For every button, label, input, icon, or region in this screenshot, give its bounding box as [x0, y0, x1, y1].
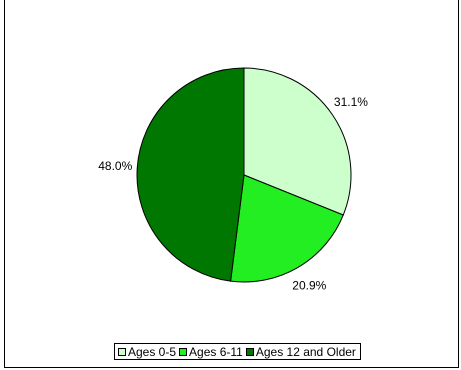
pie-slice-ages-0-5 [243, 67, 352, 216]
slice-label-ages-0-5: 31.1% [334, 95, 368, 109]
legend-label-ages-12-and-older: Ages 12 and Older [255, 344, 356, 359]
legend: Ages 0-5 Ages 6-11 Ages 12 and Older [114, 343, 361, 360]
legend-swatch-ages-0-5 [118, 347, 126, 356]
slice-label-ages-12-and-older: 48.0% [98, 159, 132, 173]
legend-item-ages-6-11: Ages 6-11 [179, 345, 243, 359]
legend-label-ages-6-11: Ages 6-11 [189, 344, 243, 359]
legend-item-ages-0-5: Ages 0-5 [118, 345, 176, 359]
pie-slice-ages-6-11 [230, 174, 344, 283]
slice-label-ages-6-11: 20.9% [292, 278, 326, 292]
pie-slice-ages-12-and-older [136, 67, 245, 282]
legend-item-ages-12-and-older: Ages 12 and Older [245, 344, 356, 359]
legend-label-ages-0-5: Ages 0-5 [128, 344, 177, 359]
legend-swatch-ages-6-11 [179, 347, 188, 356]
chart-frame [4, 0, 459, 368]
legend-swatch-ages-12-and-older [245, 347, 254, 356]
